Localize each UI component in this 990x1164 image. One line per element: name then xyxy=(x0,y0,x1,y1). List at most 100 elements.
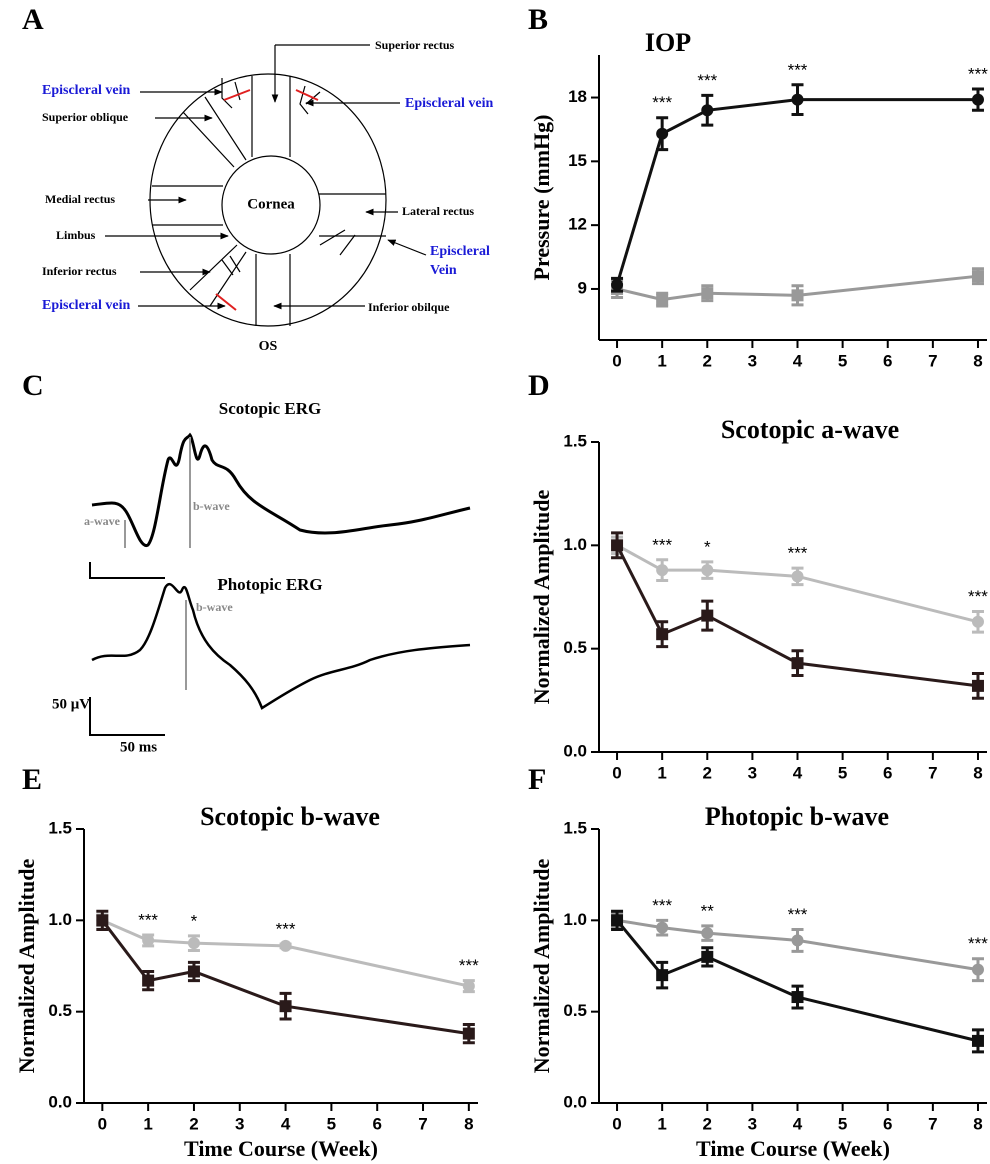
scale-label: 50 μV xyxy=(52,696,90,712)
x-tick-label: 1 xyxy=(657,1114,666,1133)
diagram-label: Superior rectus xyxy=(375,38,455,52)
x-tick-label: 0 xyxy=(612,351,621,370)
x-tick-label: 3 xyxy=(748,1114,757,1133)
x-tick-label: 4 xyxy=(793,1114,803,1133)
marker xyxy=(611,914,624,927)
y-tick-label: 1.5 xyxy=(48,818,72,837)
significance: * xyxy=(191,911,198,930)
x-tick-label: 0 xyxy=(612,1114,621,1133)
y-tick-label: 9 xyxy=(578,278,587,297)
erg-label: b-wave xyxy=(196,600,233,614)
erg-label: a-wave xyxy=(84,514,121,528)
x-tick-label: 3 xyxy=(748,351,757,370)
x-tick-label: 0 xyxy=(98,1114,107,1133)
eye-labels: Cornea OS Superior rectus Episcleral vei… xyxy=(42,38,493,354)
y-axis-title: Normalized Amplitude xyxy=(14,859,39,1074)
x-tick-label: 7 xyxy=(928,351,937,370)
x-tick-label: 6 xyxy=(883,763,892,782)
marker xyxy=(701,950,714,963)
x-tick-label: 0 xyxy=(612,763,621,782)
marker xyxy=(611,539,624,552)
x-tick-label: 3 xyxy=(748,763,757,782)
x-axis-title: Time Course (Week) xyxy=(696,1136,890,1161)
panel-letter: D xyxy=(528,369,550,402)
chart-title: Scotopic a-wave xyxy=(721,415,899,444)
marker xyxy=(142,934,155,947)
diagram-label: Limbus xyxy=(56,228,96,242)
marker xyxy=(701,609,714,622)
diagram-label: Cornea xyxy=(247,196,295,212)
x-tick-label: 4 xyxy=(281,1114,291,1133)
panel-letter: C xyxy=(22,369,44,402)
y-tick-label: 0.0 xyxy=(563,741,587,760)
marker xyxy=(656,969,669,982)
marker xyxy=(971,679,984,692)
x-tick-label: 2 xyxy=(703,763,712,782)
significance: *** xyxy=(276,920,296,939)
marker xyxy=(656,921,669,934)
panel-letter: B xyxy=(528,3,548,36)
y-tick-label: 1.5 xyxy=(563,818,587,837)
significance: *** xyxy=(788,905,808,924)
chart: Photopic b-wave Normalized Amplitude Time … xyxy=(529,802,988,1161)
eye-diagram xyxy=(105,44,427,327)
marker xyxy=(701,104,714,117)
marker xyxy=(187,965,200,978)
y-tick-label: 0.0 xyxy=(563,1092,587,1111)
marker xyxy=(656,564,669,577)
erg-title: Scotopic ERG xyxy=(219,399,321,418)
y-axis-title: Pressure (mmHg) xyxy=(529,115,554,281)
diagram-label: Inferior obilque xyxy=(368,300,450,314)
y-tick-label: 1.0 xyxy=(563,535,587,554)
marker xyxy=(462,1027,475,1040)
y-tick-label: 1.0 xyxy=(563,910,587,929)
marker xyxy=(791,934,804,947)
x-tick-label: 5 xyxy=(838,763,847,782)
y-tick-label: 0.5 xyxy=(563,638,587,657)
y-tick-label: 12 xyxy=(568,215,587,234)
marker xyxy=(279,939,292,952)
marker xyxy=(791,93,804,106)
x-tick-label: 2 xyxy=(703,351,712,370)
significance: *** xyxy=(652,896,672,915)
y-tick-label: 0.5 xyxy=(563,1001,587,1020)
marker xyxy=(701,564,714,577)
x-tick-label: 2 xyxy=(703,1114,712,1133)
x-tick-label: 1 xyxy=(657,351,666,370)
significance: *** xyxy=(652,535,672,554)
significance: *** xyxy=(968,934,988,953)
significance: *** xyxy=(697,71,717,90)
x-tick-label: 6 xyxy=(372,1114,381,1133)
marker xyxy=(791,289,804,302)
significance: *** xyxy=(652,93,672,112)
diagram-label: Medial rectus xyxy=(45,192,115,206)
y-tick-label: 1.5 xyxy=(563,431,587,450)
chart: Scotopic b-wave Normalized Amplitude Time … xyxy=(14,802,479,1161)
marker xyxy=(656,628,669,641)
diagram-label: Episcleral vein xyxy=(42,83,130,98)
marker xyxy=(611,278,624,291)
x-tick-label: 2 xyxy=(189,1114,198,1133)
significance: *** xyxy=(459,956,479,975)
y-tick-label: 18 xyxy=(568,87,587,106)
marker xyxy=(96,914,109,927)
y-tick-label: 0.5 xyxy=(48,1001,72,1020)
x-tick-label: 6 xyxy=(883,1114,892,1133)
marker xyxy=(971,1034,984,1047)
chart-title: Scotopic b-wave xyxy=(200,802,380,831)
x-tick-label: 4 xyxy=(793,763,803,782)
diagram-label: Episcleral xyxy=(430,244,490,259)
diagram-label: Superior oblique xyxy=(42,110,129,124)
marker xyxy=(791,991,804,1004)
marker xyxy=(187,937,200,950)
marker xyxy=(971,615,984,628)
erg-title: Photopic ERG xyxy=(217,575,322,594)
x-tick-label: 7 xyxy=(418,1114,427,1133)
diagram-label: Episcleral vein xyxy=(405,96,493,111)
x-tick-label: 8 xyxy=(464,1114,473,1133)
chart-title: Photopic b-wave xyxy=(705,802,889,831)
y-tick-label: 0.0 xyxy=(48,1092,72,1111)
marker xyxy=(701,287,714,300)
